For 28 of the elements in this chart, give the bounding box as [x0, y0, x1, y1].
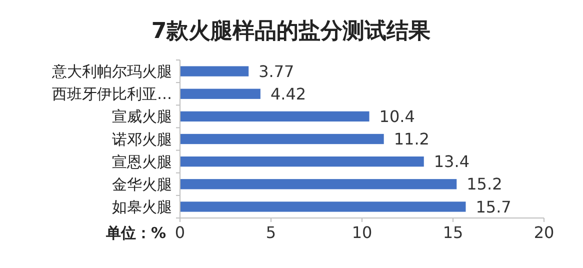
data-label: 15.7 — [476, 197, 512, 216]
x-tick-label: 20 — [534, 223, 554, 242]
chart-title: 7款火腿样品的盐分测试结果 — [151, 19, 432, 44]
text: 单位：% — [104, 224, 166, 242]
y-tick-label: 金华火腿 — [112, 175, 172, 194]
data-label: 13.4 — [434, 152, 470, 172]
bar — [180, 88, 260, 99]
bar — [180, 202, 466, 212]
bar — [180, 156, 424, 167]
bar — [180, 111, 370, 122]
data-label: 11.2 — [394, 130, 430, 149]
x-tick-label: 15 — [442, 223, 464, 242]
bar — [180, 66, 249, 76]
data-label: 3.77 — [258, 62, 294, 81]
data-label: 4.42 — [270, 84, 306, 104]
y-tick-label: 意大利帕尔玛火腿 — [51, 62, 172, 81]
x-tick-label: 5 — [266, 223, 276, 242]
y-tick-label: 宣恩火腿 — [112, 152, 172, 171]
bar — [180, 134, 384, 144]
x-tick-label: 0 — [174, 223, 186, 242]
y-tick-label: 西班牙伊比利亚… — [52, 85, 172, 104]
y-tick-label: 诺邓火腿 — [112, 130, 172, 148]
data-label: 15.2 — [466, 174, 502, 194]
x-tick-label: 10 — [352, 223, 372, 242]
data-label: 10.4 — [379, 107, 415, 126]
y-tick-label: 如皋火腿 — [112, 198, 172, 216]
y-tick-label: 宣威火腿 — [112, 108, 172, 126]
bar — [180, 179, 457, 190]
